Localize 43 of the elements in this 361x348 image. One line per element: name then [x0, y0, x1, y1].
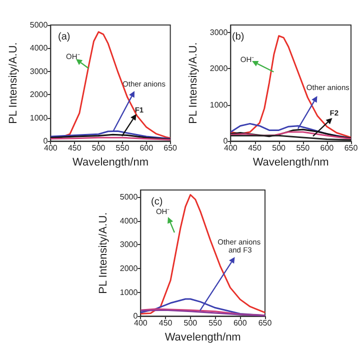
y-axis-title: PL Intensity/A.U. — [98, 212, 110, 294]
x-tick-label: 600 — [233, 318, 248, 328]
y-tick-label: 2000 — [210, 64, 228, 74]
x-tick-label: 450 — [68, 144, 82, 153]
x-tick-label: 650 — [258, 318, 272, 328]
y-tick-label: 5000 — [120, 192, 138, 202]
y-tick-label: 4000 — [120, 216, 138, 226]
x-axis-title: Wavelength/nm — [164, 332, 241, 344]
x-tick-label: 400 — [134, 318, 148, 328]
y-axis-title: PL Intensity/A.U. — [8, 42, 20, 124]
x-tick-label: 400 — [224, 144, 238, 153]
x-tick-label: 500 — [184, 318, 198, 328]
y-tick-label: 4000 — [30, 44, 48, 53]
y-tick-label: 2000 — [120, 264, 138, 274]
x-tick-label: 500 — [272, 144, 286, 153]
x-tick-label: 650 — [164, 144, 178, 153]
y-tick-label: 0 — [133, 312, 138, 321]
text: (b) — [232, 32, 244, 42]
y-tick-label: 1000 — [210, 100, 228, 110]
x-axis-title: Wavelength/nm — [252, 156, 329, 168]
x-tick-label: 400 — [44, 144, 58, 153]
y-tick-label: 3000 — [30, 66, 48, 76]
x-tick-label: 550 — [296, 144, 310, 153]
y-tick-label: 2000 — [30, 90, 48, 100]
x-tick-label: 550 — [116, 144, 130, 153]
y-tick-label: 1000 — [120, 288, 138, 297]
y-tick-label: 3000 — [210, 28, 228, 37]
x-tick-label: 450 — [248, 144, 262, 153]
y-axis-title: PL Intensity/A.U. — [188, 42, 200, 124]
text: (c) — [151, 196, 163, 208]
y-tick-label: 1000 — [30, 113, 48, 122]
y-tick-label: 0 — [223, 136, 228, 146]
x-tick-label: 650 — [344, 144, 358, 153]
x-tick-label: 600 — [140, 144, 154, 153]
x-tick-label: 600 — [320, 144, 334, 153]
x-tick-label: 500 — [92, 144, 106, 153]
x-tick-label: 450 — [158, 318, 173, 328]
y-tick-label: 5000 — [30, 20, 48, 30]
x-tick-label: 550 — [208, 318, 222, 328]
y-tick-label: 0 — [43, 136, 48, 146]
text: (a) — [58, 32, 70, 42]
y-tick-label: 3000 — [120, 240, 138, 250]
x-axis-title: Wavelength/nm — [72, 156, 149, 168]
